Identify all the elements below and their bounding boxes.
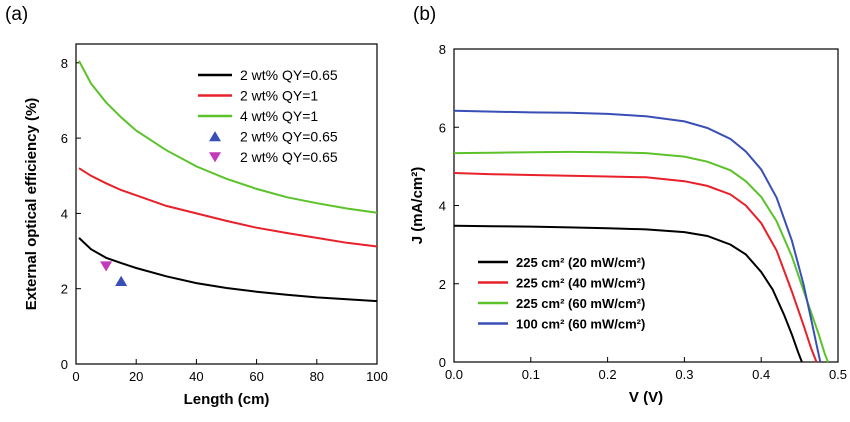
legend-label: 100 cm² (60 mW/cm²) (516, 317, 645, 332)
series-line (453, 224, 803, 363)
series-line (78, 60, 378, 214)
y-tick-label: 8 (439, 42, 446, 57)
legend-label: 4 wt% QY=1 (240, 108, 318, 124)
y-axis-title: External optical efficiency (%) (23, 98, 40, 311)
legend-label: 2 wt% QY=0.65 (240, 129, 338, 145)
y-tick-label: 2 (439, 277, 446, 292)
x-tick-label: 100 (366, 369, 388, 384)
chart-b: 0.0 0.1 0.2 0.3 0.4 0.5 0 2 4 6 8 V (V) J (mA/cm²) 22… (409, 42, 847, 406)
x-tick-label: 40 (189, 369, 203, 384)
x-tick-label: 0.5 (829, 367, 847, 382)
y-tick-label: 4 (61, 206, 68, 221)
y-tick-label: 0 (61, 357, 68, 372)
y-tick-label: 6 (439, 120, 446, 135)
panel-a-label: (a) (5, 4, 28, 25)
chart-a: 0 20 40 60 80 100 0 2 4 6 8 Length (cm) External opt… (23, 43, 388, 408)
x-axis-title: V (V) (629, 389, 663, 406)
panel-b-label: (b) (413, 4, 436, 25)
series-line (78, 237, 378, 303)
legend: 225 cm² (20 mW/cm²) 225 cm² (40 mW/cm²) 22… (478, 255, 645, 332)
series-line (453, 150, 829, 363)
legend-swatch (209, 152, 221, 163)
x-axis-title: Length (cm) (184, 391, 270, 408)
x-tick-label: 0.1 (522, 367, 540, 382)
series-line (453, 172, 818, 363)
legend-label: 2 wt% QY=1 (240, 88, 318, 104)
y-tick-label: 2 (61, 282, 68, 297)
y-axis-title: J (mA/cm²) (409, 167, 426, 245)
legend-swatch (209, 131, 221, 142)
series-marker (100, 261, 113, 272)
x-tick-label: 60 (249, 369, 263, 384)
y-tick-label: 4 (439, 199, 446, 214)
legend-label: 2 wt% QY=0.65 (240, 149, 338, 165)
x-tick-label: 20 (129, 369, 143, 384)
series-marker (115, 275, 128, 286)
plot-frame (75, 43, 378, 365)
x-tick-label: 0 (72, 369, 79, 384)
legend: 2 wt% QY=0.65 2 wt% QY=1 4 wt% QY=1 2 wt% Q… (198, 67, 338, 165)
y-tick-label: 6 (61, 131, 68, 146)
x-tick-label: 80 (310, 369, 324, 384)
x-tick-label: 0.3 (675, 367, 693, 382)
series-line (78, 167, 378, 248)
y-tick-label: 8 (61, 56, 68, 71)
y-tick-label: 0 (439, 355, 446, 370)
x-tick-label: 0.2 (599, 367, 617, 382)
x-tick-label: 0.0 (445, 367, 463, 382)
series-line (453, 109, 822, 363)
legend-label: 225 cm² (60 mW/cm²) (516, 296, 645, 311)
x-tick-label: 0.4 (752, 367, 770, 382)
legend-label: 225 cm² (20 mW/cm²) (516, 255, 645, 270)
legend-label: 225 cm² (40 mW/cm²) (516, 276, 645, 291)
legend-label: 2 wt% QY=0.65 (240, 67, 338, 83)
